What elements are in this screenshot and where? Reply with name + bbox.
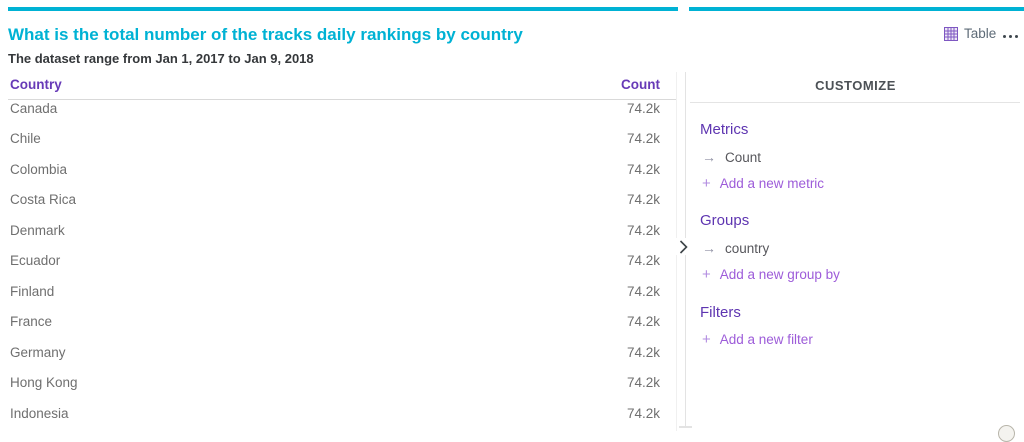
customize-panel-title: CUSTOMIZE (815, 78, 896, 93)
table-header: Country Count (10, 77, 660, 92)
filters-heading: Filters (700, 304, 741, 321)
arrow-right-icon: → (702, 149, 716, 165)
plus-icon: + (702, 331, 711, 348)
country-cell: Germany (10, 344, 66, 360)
count-cell: 74.2k (626, 192, 660, 208)
table-row: Canada 74.2k (10, 93, 660, 124)
table-view-button[interactable]: Table (944, 26, 996, 41)
table-grid-icon (944, 26, 958, 41)
count-cell: 74.2k (626, 314, 660, 330)
count-cell: 74.2k (626, 100, 660, 116)
table-row: France 74.2k (10, 307, 660, 338)
add-group-button[interactable]: + Add a new group by (702, 266, 840, 283)
table-row: Costa Rica 74.2k (10, 185, 660, 216)
accent-line-right (689, 7, 1024, 11)
country-cell: Costa Rica (10, 192, 77, 208)
country-cell: Finland (10, 283, 55, 299)
page-title: What is the total number of the tracks d… (8, 25, 523, 44)
metric-item-count[interactable]: → Count (702, 149, 761, 165)
table-row: Indonesia 74.2k (10, 398, 660, 429)
group-item-country[interactable]: → country (702, 240, 769, 256)
table-header-divider (8, 99, 677, 100)
country-cell: Colombia (10, 161, 68, 177)
country-cell: Ecuador (10, 253, 61, 269)
plus-icon: + (702, 175, 711, 192)
country-cell: Denmark (10, 222, 65, 238)
add-group-label: Add a new group by (719, 267, 840, 282)
table-row: Chile 74.2k (10, 124, 660, 155)
count-cell: 74.2k (626, 375, 660, 391)
country-cell: Indonesia (10, 405, 69, 421)
country-cell: Hong Kong (10, 375, 78, 391)
table-row: Finland 74.2k (10, 276, 660, 307)
app-root: { "colors": { "accent_cyan": "#00b2d4", … (8, 7, 1024, 442)
accent-line-left (8, 7, 678, 11)
more-options-button[interactable] (1001, 33, 1020, 40)
table-row: Denmark 74.2k (10, 215, 660, 246)
add-filter-button[interactable]: + Add a new filter (702, 331, 813, 348)
plus-icon: + (702, 266, 711, 283)
metrics-heading: Metrics (700, 121, 749, 138)
count-cell: 74.2k (626, 253, 660, 269)
country-cell: Chile (10, 131, 41, 147)
metric-item-label: Count (725, 149, 762, 165)
count-cell: 74.2k (626, 405, 660, 421)
chevron-right-icon (679, 239, 688, 254)
help-bubble-icon[interactable] (998, 425, 1015, 442)
country-cell: Canada (10, 100, 58, 116)
more-options-icon (1003, 35, 1006, 38)
count-cell: 74.2k (626, 131, 660, 147)
group-item-label: country (725, 240, 770, 256)
column-header-count: Count (621, 77, 660, 92)
panel-divider-foot (679, 426, 692, 428)
dataset-range-subtitle: The dataset range from Jan 1, 2017 to Ja… (8, 51, 314, 66)
collapse-panel-button[interactable] (676, 238, 690, 255)
arrow-right-icon: → (702, 240, 716, 256)
groups-heading: Groups (700, 212, 750, 229)
table-row: Germany 74.2k (10, 337, 660, 368)
count-cell: 74.2k (626, 161, 660, 177)
table-view-label: Table (964, 26, 997, 41)
count-cell: 74.2k (626, 222, 660, 238)
table-row: Colombia 74.2k (10, 154, 660, 185)
add-filter-label: Add a new filter (719, 332, 813, 347)
count-cell: 74.2k (626, 344, 660, 360)
customize-title-divider (690, 102, 1020, 103)
count-cell: 74.2k (626, 283, 660, 299)
add-metric-label: Add a new metric (719, 176, 825, 191)
add-metric-button[interactable]: + Add a new metric (702, 175, 824, 192)
column-header-country: Country (10, 77, 62, 92)
country-cell: France (10, 314, 53, 330)
table-row: Ecuador 74.2k (10, 246, 660, 277)
results-table: Canada 74.2k Chile 74.2k Colombia 74.2k … (10, 93, 660, 429)
table-row: Hong Kong 74.2k (10, 368, 660, 399)
